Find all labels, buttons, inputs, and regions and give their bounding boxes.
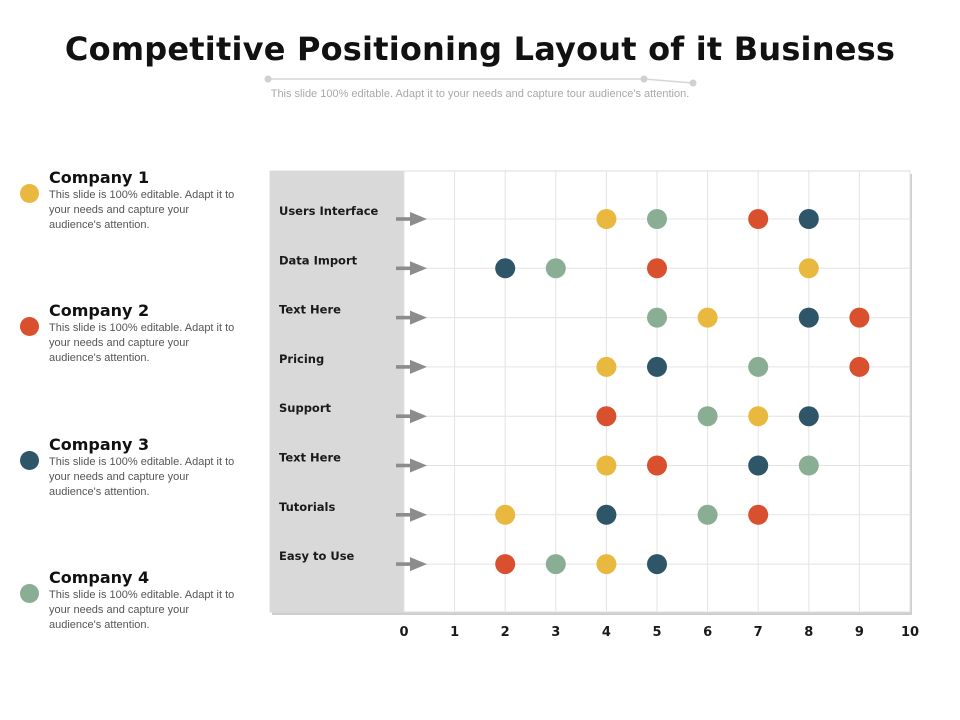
data-point — [748, 406, 769, 427]
x-tick-label: 5 — [652, 625, 661, 640]
x-tick-label: 8 — [804, 625, 813, 640]
data-point — [697, 504, 718, 525]
legend-dot — [20, 184, 39, 203]
row-arrow-head — [410, 261, 427, 276]
data-point — [748, 356, 769, 377]
data-point — [596, 209, 617, 229]
label-panel — [270, 171, 404, 612]
data-point — [798, 307, 819, 328]
data-point — [495, 258, 516, 279]
data-point — [596, 455, 617, 476]
legend-company-description: This slide is 100% editable. Adapt it to… — [49, 322, 235, 364]
row-arrow-shaft — [396, 315, 411, 320]
data-point — [647, 356, 667, 377]
legend-company-description: This slide is 100% editable. Adapt it to… — [49, 456, 235, 498]
data-point — [647, 258, 667, 279]
legend-company-name: Company 2 — [49, 301, 150, 320]
row-label: Pricing — [279, 352, 324, 366]
data-point — [697, 406, 718, 427]
page-title: Competitive Positioning Layout of it Bus… — [64, 30, 896, 68]
row-arrow-shaft — [396, 463, 411, 468]
row-arrow-head — [410, 458, 427, 473]
row-arrow-shaft — [396, 217, 411, 221]
data-point — [495, 504, 516, 525]
data-point — [798, 258, 819, 279]
row-arrow-head — [410, 359, 427, 374]
row-label: Tutorials — [279, 500, 335, 514]
data-point — [798, 209, 819, 229]
data-point — [545, 554, 566, 575]
x-tick-label: 6 — [703, 625, 712, 640]
row-arrow-shaft — [396, 513, 411, 517]
data-point — [748, 209, 769, 229]
legend-company-name: Company 3 — [49, 435, 150, 454]
row-label: Data Import — [279, 253, 358, 267]
legend-company-name: Company 1 — [49, 168, 150, 187]
data-point — [596, 356, 617, 377]
legend-company-description: This slide is 100% editable. Adapt it to… — [49, 189, 235, 231]
row-arrow-head — [410, 409, 427, 424]
row-arrow-head — [410, 557, 427, 572]
data-point — [495, 554, 516, 575]
row-arrow-shaft — [396, 365, 411, 369]
page-subtitle: This slide 100% editable. Adapt it to yo… — [270, 88, 690, 100]
data-point — [748, 455, 769, 476]
data-point — [697, 307, 718, 328]
x-tick-label: 7 — [754, 625, 763, 640]
x-tick-label: 10 — [901, 625, 919, 640]
row-label: Users Interface — [279, 204, 379, 218]
data-point — [748, 504, 769, 525]
x-tick-label: 9 — [855, 625, 864, 640]
data-point — [798, 455, 819, 476]
x-tick-label: 0 — [399, 625, 408, 640]
row-arrow-shaft — [396, 414, 411, 418]
legend-dot — [20, 451, 39, 470]
legend-dot — [20, 584, 39, 603]
row-arrow-head — [410, 507, 427, 522]
x-tick-label: 1 — [450, 625, 459, 640]
row-label: Text Here — [279, 451, 341, 465]
data-point — [849, 356, 870, 377]
data-point — [647, 455, 667, 476]
data-point — [647, 554, 667, 575]
data-point — [849, 307, 870, 328]
row-arrow-shaft — [396, 266, 411, 271]
data-point — [647, 307, 667, 328]
legend-company-description: This slide is 100% editable. Adapt it to… — [49, 589, 235, 631]
x-tick-label: 4 — [602, 625, 611, 640]
x-tick-label: 2 — [501, 625, 510, 640]
data-point — [596, 554, 617, 575]
data-point — [596, 504, 617, 525]
row-label: Text Here — [279, 303, 341, 317]
row-arrow-shaft — [396, 562, 411, 566]
x-tick-label: 3 — [551, 625, 560, 640]
data-point — [545, 258, 566, 279]
data-point — [647, 209, 667, 229]
row-arrow-head — [410, 310, 427, 325]
row-label: Easy to Use — [279, 549, 355, 563]
legend-company-name: Company 4 — [49, 568, 150, 587]
data-point — [596, 406, 617, 427]
title-decoration — [264, 75, 697, 87]
legend-dot — [20, 317, 39, 336]
data-point — [798, 406, 819, 427]
row-arrow-head — [410, 212, 427, 226]
row-label: Support — [279, 401, 332, 415]
